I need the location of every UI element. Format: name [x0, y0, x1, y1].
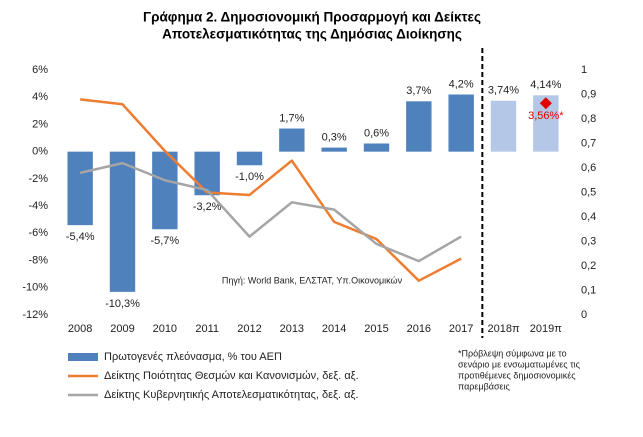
value-label: -10,3% [105, 298, 140, 310]
footnote: προτιθέμενες δημοσιονομικές [458, 370, 576, 380]
bar [236, 151, 263, 166]
x-tick-label: 2009 [110, 323, 134, 335]
y-tick-label: -10% [22, 282, 48, 294]
line [80, 98, 462, 282]
y-tick-label: -6% [28, 227, 48, 239]
x-tick-label: 2011 [195, 323, 219, 335]
forecast-marker [539, 97, 552, 110]
x-tick-label: 2012 [237, 323, 261, 335]
bar [152, 151, 178, 230]
y2-tick-label: 0,4 [581, 211, 596, 223]
bar [448, 94, 474, 152]
y2-tick-label: 0,7 [581, 137, 596, 149]
x-tick-label: 2014 [322, 323, 346, 335]
x-tick-label: 2008 [68, 323, 92, 335]
value-label: -3,2% [193, 201, 222, 213]
value-label: 1,7% [279, 112, 304, 124]
x-tick-label: 2013 [280, 323, 304, 335]
bar [490, 100, 517, 152]
y2-tick-label: 0 [581, 309, 587, 321]
y2-tick-label: 0,3 [581, 235, 596, 247]
bar [279, 128, 305, 152]
value-label: -1,0% [235, 171, 264, 183]
y2-tick-label: 0,2 [581, 260, 596, 272]
value-label: 3,74% [488, 85, 519, 97]
bar [363, 143, 390, 152]
bar [406, 101, 432, 152]
footnote: *Πρόβλεψη σύμφωνα με το [458, 348, 567, 358]
bar [321, 147, 347, 152]
y-tick-label: -2% [28, 173, 48, 185]
y2-tick-label: 0,1 [581, 284, 596, 296]
legend-swatch [68, 353, 98, 361]
y-tick-label: 4% [32, 91, 48, 103]
y2-tick-label: 0,8 [581, 113, 596, 125]
x-tick-label: 2015 [364, 323, 388, 335]
y-tick-label: -4% [28, 200, 48, 212]
y-tick-label: -12% [22, 309, 48, 321]
x-tick-label: 2016 [407, 323, 431, 335]
y2-tick-label: 1 [581, 64, 587, 76]
footnote: παρεμβάσεις [458, 381, 511, 391]
y-tick-label: 2% [32, 118, 48, 130]
y2-tick-label: 0,5 [581, 186, 596, 198]
value-label: 0,6% [364, 127, 389, 139]
bar [109, 151, 136, 292]
x-tick-label: 2010 [153, 323, 177, 335]
x-tick-label: 2018π [487, 323, 519, 335]
value-label: -5,7% [150, 235, 179, 247]
chart-title: Γράφημα 2. Δημοσιονομική Προσαρμογή και … [143, 10, 481, 25]
y2-tick-label: 0,6 [581, 162, 596, 174]
y-tick-label: -8% [28, 254, 48, 266]
legend-label: Δείκτης Ποιότητας Θεσμών και Κανονισμών,… [104, 370, 359, 382]
forecast-label: 3,56%* [528, 110, 564, 122]
y-tick-label: 6% [32, 64, 48, 76]
legend-label: Δείκτης Κυβερνητικής Αποτελεσματικότητας… [104, 389, 358, 401]
chart-title: Αποτελεσματικότητας της Δημόσιας Διοίκησ… [162, 27, 462, 42]
y2-tick-label: 0,9 [581, 88, 596, 100]
x-tick-label: 2017 [449, 323, 473, 335]
value-label: 0,3% [322, 131, 347, 143]
line [79, 161, 462, 263]
value-label: 4,2% [449, 78, 474, 90]
legend-label: Πρωτογενές πλεόνασμα, % του ΑΕΠ [104, 351, 282, 363]
bar [67, 151, 93, 226]
footnote: σενάριο με ενσωματωμένες τις [458, 359, 581, 369]
y-tick-label: 0% [32, 146, 48, 158]
value-label: -5,4% [66, 231, 95, 243]
value-label: 3,7% [406, 85, 431, 97]
value-label: 4,14% [530, 79, 561, 91]
x-tick-label: 2019π [530, 323, 562, 335]
source: Πηγή: World Bank, ΕΛΣΤΑΤ, Υπ.Οικονομικών [222, 275, 403, 285]
